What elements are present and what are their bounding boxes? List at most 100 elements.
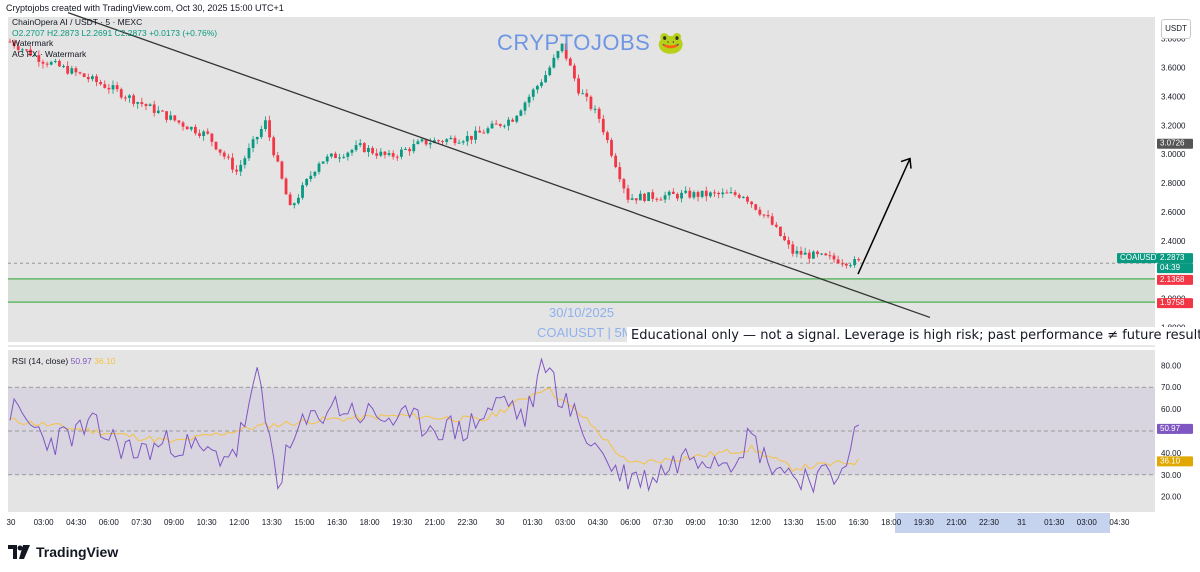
- candle[interactable]: [144, 103, 148, 111]
- candle[interactable]: [630, 194, 634, 201]
- candle[interactable]: [78, 71, 82, 75]
- candle[interactable]: [243, 155, 247, 169]
- candle[interactable]: [647, 192, 650, 202]
- candle[interactable]: [535, 84, 539, 94]
- candle[interactable]: [750, 201, 753, 208]
- candle[interactable]: [564, 43, 568, 61]
- candle[interactable]: [688, 187, 692, 199]
- candle[interactable]: [297, 194, 300, 205]
- rsi-name[interactable]: RSI (14, close): [12, 356, 69, 366]
- candle[interactable]: [342, 154, 346, 159]
- candle[interactable]: [86, 73, 90, 83]
- candle[interactable]: [317, 161, 321, 175]
- candle[interactable]: [849, 263, 852, 268]
- candle[interactable]: [474, 126, 477, 144]
- candle[interactable]: [239, 160, 243, 177]
- candle[interactable]: [733, 189, 737, 197]
- candle[interactable]: [597, 106, 601, 123]
- candle[interactable]: [482, 129, 486, 134]
- candle[interactable]: [799, 246, 803, 259]
- price-pane[interactable]: [8, 17, 1155, 342]
- candle[interactable]: [709, 191, 712, 199]
- tradingview-logo[interactable]: TradingView: [8, 544, 118, 560]
- candle[interactable]: [148, 103, 152, 107]
- candle[interactable]: [548, 65, 552, 77]
- candle[interactable]: [400, 146, 403, 160]
- candle[interactable]: [231, 153, 234, 174]
- candle[interactable]: [99, 79, 103, 86]
- candle[interactable]: [181, 121, 185, 131]
- candle[interactable]: [523, 101, 527, 115]
- candle[interactable]: [119, 87, 123, 100]
- candle[interactable]: [33, 52, 37, 57]
- candle[interactable]: [494, 120, 498, 125]
- candle[interactable]: [379, 148, 383, 158]
- candle[interactable]: [272, 135, 276, 158]
- candle[interactable]: [202, 129, 206, 141]
- candle[interactable]: [700, 190, 704, 199]
- candle[interactable]: [91, 74, 94, 82]
- currency-button[interactable]: USDT: [1161, 19, 1191, 39]
- candle[interactable]: [676, 192, 679, 202]
- candle[interactable]: [449, 135, 453, 140]
- candle[interactable]: [606, 130, 609, 144]
- candle[interactable]: [836, 255, 840, 265]
- candle[interactable]: [284, 177, 288, 195]
- candle[interactable]: [177, 120, 181, 125]
- candle[interactable]: [115, 81, 119, 92]
- candle[interactable]: [581, 89, 585, 95]
- candle[interactable]: [601, 114, 605, 136]
- candle[interactable]: [515, 115, 519, 124]
- candle[interactable]: [795, 246, 799, 258]
- candle[interactable]: [840, 259, 844, 268]
- support-zone[interactable]: [8, 278, 1155, 303]
- candle[interactable]: [692, 190, 696, 200]
- candle[interactable]: [367, 144, 370, 157]
- candle[interactable]: [573, 63, 576, 82]
- candle[interactable]: [111, 80, 115, 94]
- candle[interactable]: [828, 251, 832, 260]
- symbol-title[interactable]: ChainOpera AI / USDT · 5 · MEXC: [12, 17, 143, 27]
- candle[interactable]: [20, 47, 24, 54]
- candle[interactable]: [437, 139, 440, 144]
- candle[interactable]: [107, 84, 111, 94]
- candle[interactable]: [395, 154, 399, 161]
- candle[interactable]: [766, 210, 770, 219]
- candle[interactable]: [770, 213, 774, 226]
- candle[interactable]: [82, 72, 86, 78]
- candle[interactable]: [820, 253, 824, 256]
- candle[interactable]: [354, 140, 358, 152]
- candle[interactable]: [412, 139, 416, 154]
- candle[interactable]: [210, 133, 214, 147]
- candle[interactable]: [276, 151, 280, 163]
- candle[interactable]: [375, 148, 379, 159]
- candle[interactable]: [659, 197, 663, 201]
- candle[interactable]: [465, 131, 469, 146]
- candle[interactable]: [350, 148, 354, 156]
- candle[interactable]: [746, 195, 749, 205]
- candle[interactable]: [680, 189, 683, 203]
- candle[interactable]: [45, 61, 49, 68]
- candle[interactable]: [371, 146, 374, 155]
- candle[interactable]: [255, 136, 259, 145]
- candle[interactable]: [758, 206, 762, 217]
- candle[interactable]: [461, 139, 465, 145]
- candle[interactable]: [531, 87, 535, 101]
- candle[interactable]: [222, 150, 226, 160]
- candle[interactable]: [844, 262, 848, 269]
- candle[interactable]: [816, 250, 819, 258]
- candle[interactable]: [832, 252, 836, 263]
- candle[interactable]: [66, 61, 70, 75]
- candle[interactable]: [358, 139, 362, 148]
- candle[interactable]: [132, 93, 135, 107]
- candle[interactable]: [812, 250, 815, 259]
- candle[interactable]: [428, 138, 432, 149]
- candle[interactable]: [8, 38, 12, 43]
- indicator-agfx-watermark[interactable]: AG FX · Watermark: [12, 48, 87, 59]
- candle[interactable]: [321, 161, 325, 164]
- candle[interactable]: [214, 141, 218, 151]
- candle[interactable]: [618, 162, 622, 183]
- candle[interactable]: [362, 142, 366, 153]
- candle[interactable]: [268, 115, 271, 142]
- candle[interactable]: [194, 124, 197, 136]
